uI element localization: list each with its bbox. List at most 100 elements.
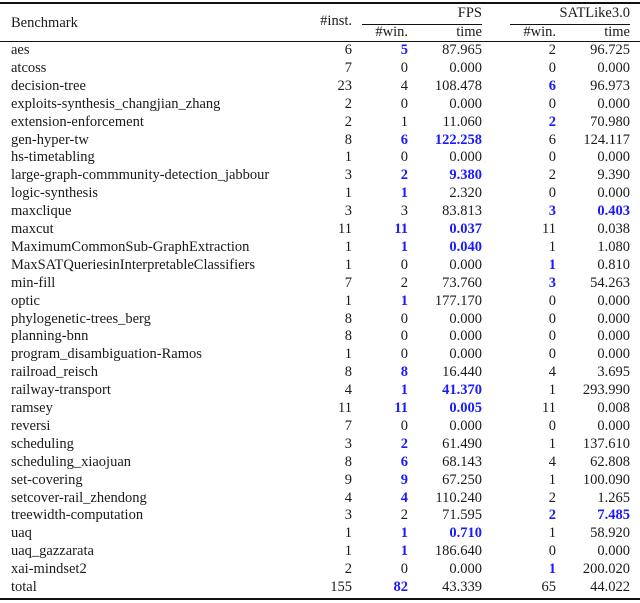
table-row: gen-hyper-tw 8 6 122.258 6 124.117 xyxy=(0,132,640,150)
sat-win-cell: 2 xyxy=(548,507,556,524)
sat-time-cell: 1.080 xyxy=(597,238,630,255)
sat-win-cell: 2 xyxy=(548,42,556,58)
sat-win-cell: 2 xyxy=(548,489,556,506)
inst-cell: 1 xyxy=(344,346,352,363)
table-row: ramsey 11 11 0.005 11 0.008 xyxy=(0,400,640,418)
header-benchmark: Benchmark xyxy=(11,15,78,31)
benchmark-cell: railway-transport xyxy=(11,382,111,399)
sat-time-cell: 0.038 xyxy=(597,221,630,237)
sat-win-cell: 0 xyxy=(548,346,556,363)
benchmark-cell: maxclique xyxy=(11,203,72,220)
fps-time-cell: 0.000 xyxy=(449,149,482,166)
fps-time-cell: 87.965 xyxy=(442,42,482,58)
benchmark-cell: min-fill xyxy=(11,274,56,291)
table-row: maxcut 11 11 0.037 11 0.038 xyxy=(0,221,640,239)
sat-time-cell: 0.000 xyxy=(597,346,630,363)
sat-win-cell: 4 xyxy=(548,453,556,470)
sat-win-cell: 1 xyxy=(548,471,556,488)
benchmark-cell: program_disambiguation-Ramos xyxy=(11,346,202,363)
fps-cmidrule xyxy=(362,24,482,25)
inst-cell: 1 xyxy=(344,185,352,202)
fps-win-cell: 6 xyxy=(400,131,408,148)
inst-cell: 2 xyxy=(344,113,352,130)
fps-time-cell: 0.000 xyxy=(449,328,482,345)
inst-cell: 3 xyxy=(344,203,352,220)
inst-cell: 8 xyxy=(344,328,352,345)
fps-time-cell: 71.595 xyxy=(442,507,482,524)
sat-time-cell: 0.000 xyxy=(597,310,630,327)
table-row: uaq 1 1 0.710 1 58.920 xyxy=(0,525,640,543)
sat-win-cell: 0 xyxy=(548,417,556,434)
fps-win-cell: 1 xyxy=(400,238,408,255)
fps-win-cell: 1 xyxy=(400,185,408,202)
table-row: hs-timetabling 1 0 0.000 0 0.000 xyxy=(0,149,640,167)
table-row: program_disambiguation-Ramos 1 0 0.000 0 0.00… xyxy=(0,346,640,364)
inst-cell: 2 xyxy=(344,95,352,112)
sat-win-cell: 2 xyxy=(548,167,556,184)
sat-time-cell: 0.000 xyxy=(597,417,630,434)
benchmark-cell: maxcut xyxy=(11,221,54,237)
inst-cell: 1 xyxy=(344,256,352,273)
fps-win-cell: 82 xyxy=(393,579,409,595)
fps-win-cell: 1 xyxy=(400,292,408,309)
fps-win-cell: 4 xyxy=(400,77,408,94)
fps-win-cell: 0 xyxy=(400,561,408,578)
fps-win-cell: 8 xyxy=(400,364,408,381)
sat-win-cell: 3 xyxy=(548,203,556,220)
sat-time-cell: 70.980 xyxy=(590,113,630,130)
table-row: min-fill 7 2 73.760 3 54.263 xyxy=(0,275,640,293)
header-inst: #inst. xyxy=(320,13,352,29)
fps-win-cell: 0 xyxy=(400,59,408,76)
fps-win-cell: 5 xyxy=(400,42,408,58)
fps-win-cell: 2 xyxy=(400,435,408,452)
fps-win-cell: 1 xyxy=(400,382,408,399)
table-row: xai-mindset2 2 0 0.000 1 200.020 xyxy=(0,561,640,579)
fps-win-cell: 0 xyxy=(400,346,408,363)
benchmark-cell: xai-mindset2 xyxy=(11,561,87,578)
sat-time-cell: 0.000 xyxy=(597,95,630,112)
inst-cell: 8 xyxy=(344,364,352,381)
table-row: maxclique 3 3 83.813 3 0.403 xyxy=(0,203,640,221)
sat-time-cell: 96.973 xyxy=(590,77,630,94)
table-row: atcoss 7 0 0.000 0 0.000 xyxy=(0,60,640,78)
fps-win-cell: 0 xyxy=(400,417,408,434)
table-row: aes 6 5 87.965 2 96.725 xyxy=(0,42,640,60)
fps-time-cell: 0.000 xyxy=(449,59,482,76)
sat-win-cell: 11 xyxy=(542,221,556,237)
sat-time-cell: 0.000 xyxy=(597,292,630,309)
sat-time-cell: 0.000 xyxy=(597,185,630,202)
table-row: uaq_gazzarata 1 1 186.640 0 0.000 xyxy=(0,543,640,561)
inst-cell: 3 xyxy=(344,435,352,452)
fps-time-cell: 0.000 xyxy=(449,346,482,363)
sat-time-cell: 3.695 xyxy=(597,364,630,381)
sat-time-cell: 96.725 xyxy=(590,42,630,58)
benchmark-cell: scheduling_xiaojuan xyxy=(11,453,132,470)
fps-time-cell: 16.440 xyxy=(442,364,482,381)
inst-cell: 2 xyxy=(344,561,352,578)
table-row: exploits-synthesis_changjian_zhang 2 0 0.00… xyxy=(0,96,640,114)
benchmark-cell: decision-tree xyxy=(11,77,86,94)
sat-win-cell: 0 xyxy=(548,185,556,202)
fps-time-cell: 108.478 xyxy=(434,77,482,94)
fps-time-cell: 0.000 xyxy=(449,256,482,273)
inst-cell: 8 xyxy=(344,131,352,148)
sat-time-cell: 200.020 xyxy=(582,561,630,578)
sat-win-cell: 0 xyxy=(548,328,556,345)
inst-cell: 7 xyxy=(344,274,352,291)
fps-time-cell: 73.760 xyxy=(442,274,482,291)
inst-cell: 3 xyxy=(344,167,352,184)
benchmark-cell: gen-hyper-tw xyxy=(11,131,89,148)
sat-time-cell: 9.390 xyxy=(597,167,630,184)
fps-time-cell: 0.005 xyxy=(449,400,482,416)
table-row: scheduling 3 2 61.490 1 137.610 xyxy=(0,436,640,454)
inst-cell: 1 xyxy=(344,292,352,309)
inst-cell: 6 xyxy=(344,42,352,58)
fps-time-cell: 110.240 xyxy=(435,489,482,506)
fps-win-cell: 1 xyxy=(400,525,408,542)
benchmark-cell: optic xyxy=(11,292,40,309)
table-row: scheduling_xiaojuan 8 6 68.143 4 62.808 xyxy=(0,454,640,472)
inst-cell: 1 xyxy=(344,149,352,166)
fps-time-cell: 2.320 xyxy=(449,185,482,202)
benchmark-cell: ramsey xyxy=(11,400,53,416)
fps-time-cell: 11.060 xyxy=(442,113,482,130)
